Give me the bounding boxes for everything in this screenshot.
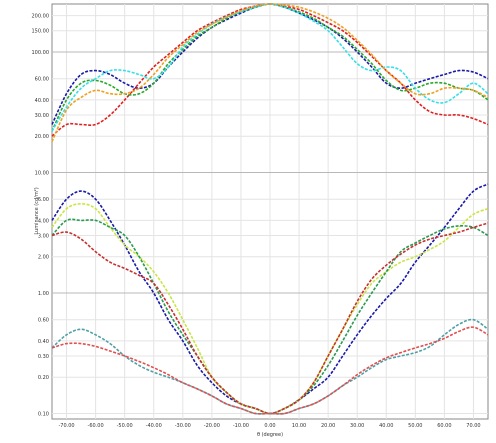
series-line-4 xyxy=(51,3,489,132)
y-tick-label: 0.20 xyxy=(38,375,49,381)
x-tick-label: -10.00 xyxy=(233,423,249,429)
x-tick-label: -20.00 xyxy=(204,423,220,429)
y-tick-label: 0.40 xyxy=(38,339,49,345)
y-tick-label: 40.00 xyxy=(35,98,49,104)
x-axis-title: θ (degree) xyxy=(257,432,283,438)
x-tick-label: -60.00 xyxy=(88,423,104,429)
y-axis-title: Luminance (cd/m²) xyxy=(34,187,40,234)
series-line-7 xyxy=(51,202,489,415)
series-line-10 xyxy=(51,318,489,415)
y-tick-label: 0.10 xyxy=(38,411,49,417)
series-line-3 xyxy=(51,3,489,137)
x-tick-label: 50.00 xyxy=(408,423,422,429)
y-tick-label: 3.00 xyxy=(38,233,49,239)
y-tick-label: 100.00 xyxy=(32,50,50,56)
y-tick-label: 150.00 xyxy=(32,29,50,35)
grid-layer xyxy=(52,4,488,419)
y-tick-label: 60.00 xyxy=(35,77,49,83)
y-tick-label: 20.00 xyxy=(35,134,49,140)
y-tick-label: 4.00 xyxy=(38,218,49,224)
y-tick-label: 200.00 xyxy=(32,14,50,20)
x-tick-label: 70.00 xyxy=(466,423,480,429)
tick-layer: -70.00 -60.00 -50.00 -40.00 -30.00 -20.00 -10.… xyxy=(32,14,481,429)
y-tick-label: 2.00 xyxy=(38,255,49,261)
x-tick-label: -30.00 xyxy=(175,423,191,429)
y-tick-label: 1.00 xyxy=(38,291,49,297)
y-tick-label: 0.30 xyxy=(38,354,49,360)
y-tick-label: 6.00 xyxy=(38,197,49,203)
x-tick-label: 40.00 xyxy=(379,423,393,429)
series-line-5 xyxy=(51,3,489,143)
y-tick-label: 10.00 xyxy=(35,170,49,176)
x-tick-label: -50.00 xyxy=(117,423,133,429)
y-tick-label: 30.00 xyxy=(35,113,49,119)
x-tick-label: -40.00 xyxy=(146,423,162,429)
x-tick-label: 0.00 xyxy=(264,423,275,429)
y-tick-label: 0.60 xyxy=(38,318,49,324)
x-tick-label: 20.00 xyxy=(321,423,335,429)
x-tick-label: 10.00 xyxy=(292,423,306,429)
x-tick-label: 60.00 xyxy=(437,423,451,429)
x-tick-label: 30.00 xyxy=(350,423,364,429)
x-tick-label: -70.00 xyxy=(58,423,74,429)
series-layer xyxy=(51,3,489,415)
